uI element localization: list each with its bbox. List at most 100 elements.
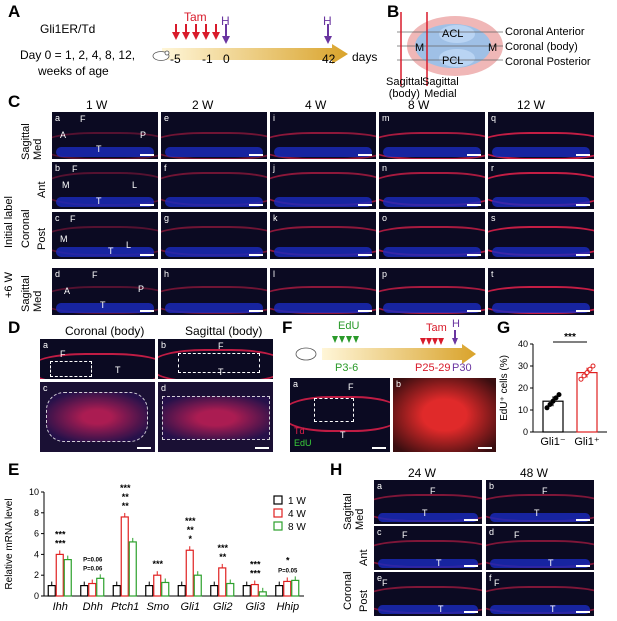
e-significance: *** bbox=[152, 559, 163, 569]
e-significance: *** bbox=[217, 543, 228, 553]
e-x-tick-label: Ihh bbox=[53, 601, 68, 613]
c-tile-g: g bbox=[161, 212, 267, 259]
f-p3-6: P3-6 bbox=[335, 362, 359, 374]
tile-letter: b bbox=[396, 379, 402, 389]
e-legend-swatch bbox=[273, 508, 283, 518]
tile-letter: k bbox=[273, 213, 278, 223]
e-significance: *** bbox=[55, 538, 66, 548]
tile-letter: p bbox=[382, 269, 388, 279]
g-y-tick-label: 20 bbox=[518, 383, 528, 393]
c-tile-a: a F A P T bbox=[52, 112, 158, 159]
e-bar-gli2-8w bbox=[226, 582, 235, 597]
panel-label-b: B bbox=[387, 2, 400, 21]
e-y-tick-label: 10 bbox=[29, 487, 39, 497]
e-bar-hhip-4w bbox=[283, 580, 292, 597]
c-post-label: Post bbox=[36, 227, 48, 250]
e-bar-ptch1-1w bbox=[112, 584, 121, 597]
e-bar-gli2-1w bbox=[210, 584, 219, 597]
e-bar-ihh-1w bbox=[47, 584, 56, 597]
h-tile-c: c F T bbox=[374, 526, 482, 570]
tile-letter: b bbox=[55, 163, 61, 173]
tile-letter: a bbox=[293, 379, 299, 389]
g-x-tick-label: Gli1⁺ bbox=[574, 436, 600, 448]
tile-letter: q bbox=[491, 113, 497, 123]
e-bar-ptch1-8w bbox=[128, 541, 137, 597]
sagittal-medial-label: Sagittal Medial bbox=[422, 76, 459, 100]
e-legend-label: 8 W bbox=[288, 522, 306, 533]
c-tile-n: n bbox=[379, 162, 485, 209]
e-bar-ihh-8w bbox=[63, 558, 72, 597]
e-legend-swatch bbox=[273, 521, 283, 531]
c-tile-d: d F A P T bbox=[52, 268, 158, 315]
tile-anno-f: F bbox=[218, 341, 224, 351]
g-data-point bbox=[553, 395, 559, 401]
roi-box bbox=[178, 353, 260, 373]
e-significance: *** bbox=[185, 516, 196, 526]
tile-anno-f: F bbox=[542, 486, 548, 496]
tile-anno-t: T bbox=[100, 300, 106, 310]
h-sagittal-med-label: Sagittal Med bbox=[342, 493, 366, 530]
tile-anno-f: F bbox=[494, 578, 500, 588]
e-x-tick-label: Gli2 bbox=[213, 601, 233, 613]
h-post-label: Post bbox=[358, 589, 370, 612]
tile-letter: m bbox=[382, 113, 390, 123]
pcl-label: PCL bbox=[442, 55, 464, 67]
g-data-point bbox=[587, 366, 593, 372]
h-tile-d: d F T bbox=[486, 526, 594, 570]
tile-letter: d bbox=[161, 383, 167, 393]
tile-letter: r bbox=[491, 163, 494, 173]
tile-letter: b bbox=[161, 340, 167, 350]
g-data-point bbox=[544, 405, 550, 411]
tile-anno-t: T bbox=[340, 430, 346, 440]
tile-letter: d bbox=[55, 269, 61, 279]
c-coronal-label: Coronal bbox=[20, 209, 32, 248]
d-tile-b: b F T bbox=[158, 339, 273, 379]
f-tam-label: Tam bbox=[426, 322, 447, 334]
tile-letter: e bbox=[164, 113, 170, 123]
c-initial-label: Initial label bbox=[3, 196, 15, 248]
c-col-8w: 8 W bbox=[408, 98, 430, 112]
d-tile-c: c bbox=[40, 382, 155, 452]
tick-0: 0 bbox=[223, 52, 230, 66]
d-tile-d: d bbox=[158, 382, 273, 452]
coronal-anterior-label: Coronal Anterior bbox=[505, 26, 585, 38]
c-tile-l: l bbox=[270, 268, 376, 315]
e-bar-gli1-8w bbox=[193, 574, 202, 597]
tick-minus1: -1 bbox=[202, 52, 213, 66]
tile-anno-f: F bbox=[70, 214, 76, 224]
e-significance: * bbox=[188, 534, 192, 544]
e-bar-gli1-4w bbox=[185, 549, 194, 597]
e-bar-hhip-8w bbox=[291, 579, 300, 597]
h-label-a1: H bbox=[221, 14, 230, 28]
e-y-tick-label: 2 bbox=[34, 570, 39, 580]
e-bar-dhh-4w bbox=[88, 582, 97, 597]
c-plus6w-label: +6 W bbox=[3, 272, 15, 298]
g-data-point bbox=[547, 402, 553, 407]
e-bar-dhh-1w bbox=[80, 584, 89, 597]
tile-letter: i bbox=[273, 113, 275, 123]
g-bar-gli1-pos bbox=[576, 371, 598, 433]
e-y-tick-label: 8 bbox=[34, 508, 39, 518]
h-tile-a: a F T bbox=[374, 480, 482, 524]
d-col-coronal: Coronal (body) bbox=[65, 324, 145, 338]
coronal-body-label: Coronal (body) bbox=[505, 41, 578, 53]
g-data-point bbox=[550, 398, 556, 404]
tile-anno-t: T bbox=[550, 604, 556, 614]
c-col-2w: 2 W bbox=[192, 98, 214, 112]
e-legend-label: 1 W bbox=[288, 496, 306, 507]
f-p30: P30 bbox=[452, 362, 472, 374]
coronal-posterior-label: Coronal Posterior bbox=[505, 56, 591, 68]
e-y-tick-label: 6 bbox=[34, 529, 39, 539]
e-x-tick-label: Dhh bbox=[83, 601, 103, 613]
tile-anno-t: T bbox=[115, 365, 121, 375]
tam-label-a: Tam bbox=[184, 10, 207, 24]
tile-anno-f: F bbox=[430, 486, 436, 496]
e-legend-swatch bbox=[273, 495, 283, 505]
tile-letter: c bbox=[377, 527, 382, 537]
tile-anno-a: A bbox=[64, 286, 71, 296]
tile-anno-f: F bbox=[402, 530, 408, 540]
c-tile-e: e bbox=[161, 112, 267, 159]
tile-letter: j bbox=[273, 163, 275, 173]
